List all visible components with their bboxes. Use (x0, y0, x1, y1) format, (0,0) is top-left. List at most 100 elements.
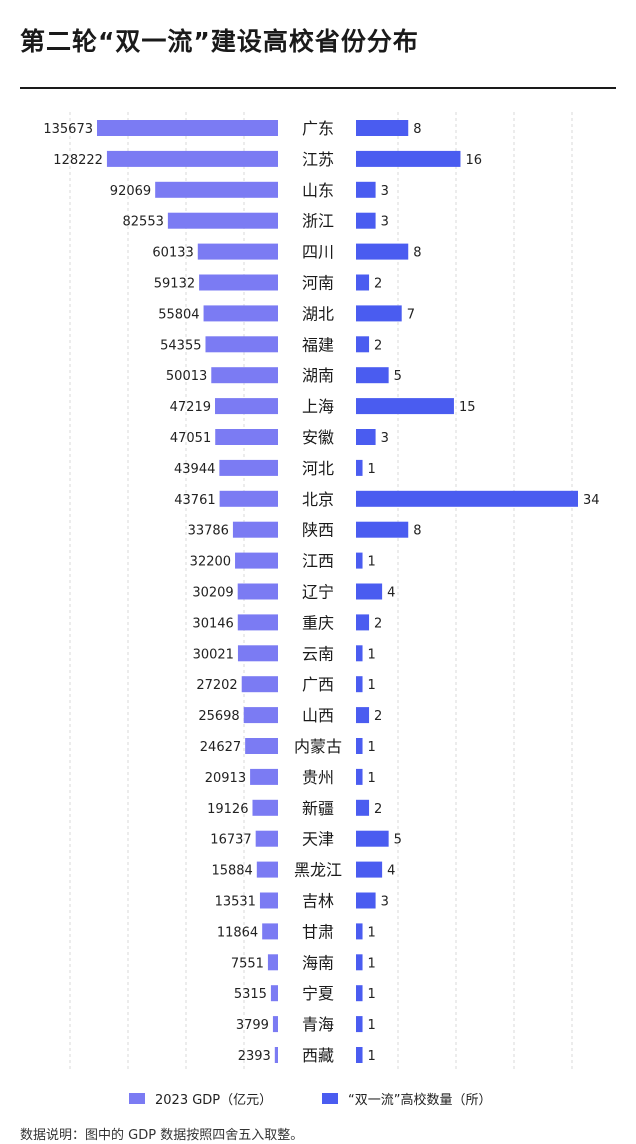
count-value-label: 16 (465, 153, 482, 168)
gdp-bar (167, 212, 278, 229)
gdp-value-label: 32200 (190, 555, 231, 570)
gdp-bar (155, 181, 278, 198)
province-label: 福建 (302, 335, 334, 354)
gdp-bar (211, 367, 278, 384)
legend-gdp-swatch (129, 1093, 145, 1104)
count-value-label: 1 (368, 740, 376, 755)
gdp-value-label: 128222 (53, 153, 103, 168)
gdp-value-label: 60133 (152, 246, 193, 261)
province-label: 辽宁 (302, 583, 334, 602)
count-bar (356, 181, 376, 198)
gdp-value-label: 5315 (234, 987, 267, 1002)
province-label: 浙江 (302, 212, 334, 231)
province-label: 陕西 (302, 521, 334, 540)
count-value-label: 2 (374, 709, 382, 724)
gdp-bar (243, 707, 278, 724)
gdp-bar (106, 150, 278, 167)
gdp-bar (219, 490, 278, 507)
gdp-value-label: 33786 (188, 524, 229, 539)
count-bar (356, 985, 363, 1002)
gdp-bar (203, 305, 278, 322)
count-value-label: 2 (374, 616, 382, 631)
gdp-value-label: 3799 (236, 1018, 269, 1033)
gdp-bar (205, 336, 278, 353)
gdp-value-label: 47051 (170, 431, 211, 446)
gdp-bar (215, 398, 278, 415)
chart-title: 第二轮“双一流”建设高校省份分布 (20, 27, 419, 56)
gdp-bar (237, 645, 278, 662)
count-bar (356, 830, 389, 847)
count-bar (356, 120, 409, 136)
gdp-value-label: 43944 (174, 462, 215, 477)
gdp-bar (262, 923, 278, 940)
legend-count-swatch (322, 1093, 338, 1104)
count-value-label: 1 (368, 925, 376, 940)
province-label: 湖北 (302, 304, 334, 323)
gdp-bar (250, 768, 278, 785)
count-value-label: 3 (381, 431, 389, 446)
gdp-bar (252, 799, 278, 816)
count-value-label: 1 (368, 987, 376, 1002)
gdp-value-label: 13531 (215, 895, 256, 910)
gdp-bar (215, 429, 278, 445)
count-value-label: 1 (368, 462, 376, 477)
count-bar (356, 305, 402, 322)
count-value-label: 2 (374, 802, 382, 817)
count-value-label: 3 (381, 184, 389, 199)
count-value-label: 15 (459, 400, 476, 415)
count-bar (356, 398, 454, 415)
count-value-label: 1 (368, 956, 376, 971)
count-bar (356, 676, 363, 693)
gdp-value-label: 135673 (43, 122, 93, 137)
count-bar (356, 768, 363, 785)
gdp-value-label: 43761 (174, 493, 215, 508)
count-bar (356, 336, 370, 353)
province-label: 内蒙古 (294, 737, 342, 756)
province-label: 湖南 (302, 366, 334, 385)
province-label: 甘肃 (302, 922, 334, 941)
province-label: 河北 (302, 459, 334, 478)
province-label: 河南 (302, 274, 334, 293)
count-value-label: 34 (583, 493, 600, 508)
count-value-label: 5 (394, 369, 402, 384)
count-value-label: 3 (381, 215, 389, 230)
province-label: 宁夏 (302, 984, 334, 1003)
count-bar (356, 738, 363, 754)
count-bar (356, 150, 461, 167)
gdp-bar (255, 830, 278, 847)
count-bar (356, 552, 363, 569)
gdp-value-label: 50013 (166, 369, 207, 384)
count-bar (356, 490, 578, 507)
province-label: 江苏 (302, 150, 334, 169)
legend-gdp: 2023 GDP（亿元） (129, 1089, 272, 1108)
gdp-value-label: 54355 (160, 338, 201, 353)
count-value-label: 1 (368, 647, 376, 662)
province-label: 上海 (302, 397, 334, 416)
gdp-value-label: 25698 (198, 709, 239, 724)
count-bar (356, 892, 376, 909)
gdp-value-label: 47219 (170, 400, 211, 415)
gdp-bar (237, 614, 278, 631)
legend-count: “双一流”高校数量（所） (322, 1089, 491, 1108)
count-bar (356, 1047, 363, 1063)
province-label: 安徽 (302, 428, 334, 447)
data-note: 数据说明：图中的 GDP 数据按照四舍五入取整。 (20, 1128, 304, 1143)
count-bar (356, 274, 370, 291)
count-value-label: 1 (368, 678, 376, 693)
count-value-label: 2 (374, 338, 382, 353)
gdp-value-label: 2393 (238, 1049, 271, 1064)
count-value-label: 8 (413, 246, 421, 261)
gdp-value-label: 16737 (210, 833, 251, 848)
count-bar (356, 243, 409, 260)
count-value-label: 3 (381, 895, 389, 910)
province-label: 贵州 (302, 768, 334, 787)
count-value-label: 1 (368, 555, 376, 570)
province-label: 海南 (302, 953, 334, 972)
count-bar (356, 614, 370, 631)
province-label: 西藏 (302, 1046, 334, 1065)
gdp-bar (245, 738, 278, 754)
province-label: 云南 (302, 644, 334, 663)
province-label: 山东 (302, 181, 334, 200)
province-label: 青海 (302, 1015, 334, 1034)
